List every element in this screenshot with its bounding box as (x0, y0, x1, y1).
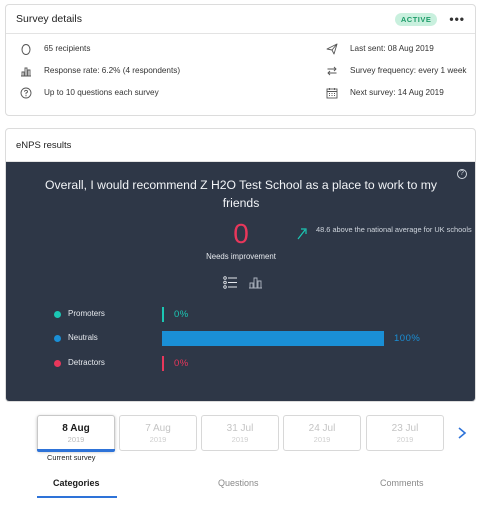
question-circle-icon (20, 87, 32, 98)
response-rate-row: Response rate: 6.2% (4 respondents) (20, 65, 180, 76)
survey-tile-1[interactable]: 8 Aug 2019 (37, 415, 115, 451)
current-survey-label: Current survey (47, 453, 96, 462)
enps-results-card: eNPS results ? Overall, I would recommen… (5, 128, 476, 402)
survey-tile-year: 2019 (149, 435, 167, 444)
status-badge: ACTIVE (394, 12, 438, 26)
repeat-icon (327, 66, 337, 75)
frequency-row: Survey frequency: every 1 week (326, 65, 467, 76)
person-icon (21, 43, 31, 55)
promoters-label: Promoters (68, 309, 105, 318)
survey-tile-2[interactable]: 7 Aug 2019 (119, 415, 197, 451)
neutrals-value: 100% (394, 333, 421, 344)
survey-tile-date: 8 Aug (62, 423, 90, 434)
detractors-label: Detractors (68, 358, 105, 367)
tab-comments[interactable]: Comments (380, 478, 424, 488)
promoters-dot (54, 311, 61, 318)
survey-details-card: Survey details ACTIVE ••• 65 recipients … (5, 4, 476, 116)
trend-up-icon (297, 228, 307, 240)
calendar-icon (326, 87, 338, 98)
view-toggle (223, 276, 263, 289)
chevron-right-icon[interactable] (456, 426, 468, 440)
national-comparison: 48.6 above the national average for UK s… (296, 225, 475, 240)
enps-results-title: eNPS results (6, 129, 475, 162)
survey-tile-4[interactable]: 24 Jul 2019 (283, 415, 361, 451)
comparison-text: 48.6 above the national average for UK s… (316, 225, 472, 234)
survey-tile-date: 31 Jul (226, 423, 254, 434)
response-rate-text: Response rate: 6.2% (4 respondents) (44, 66, 181, 75)
last-sent-row: Last sent: 08 Aug 2019 (326, 43, 467, 54)
chart-view-icon[interactable] (248, 276, 263, 289)
survey-info-right: Last sent: 08 Aug 2019 Survey frequency:… (326, 43, 467, 98)
last-sent-text: Last sent: 08 Aug 2019 (350, 44, 434, 53)
more-options-button[interactable]: ••• (449, 12, 465, 26)
neutrals-bar (162, 331, 384, 346)
enps-score: 0 (233, 218, 249, 249)
survey-tile-year: 2019 (313, 435, 331, 444)
survey-tile-year: 2019 (396, 435, 414, 444)
survey-details-header: Survey details ACTIVE ••• (6, 5, 475, 34)
detractors-dot (54, 360, 61, 367)
survey-details-title: Survey details (16, 13, 82, 25)
recipients-text: 65 recipients (44, 44, 91, 53)
survey-tile-year: 2019 (231, 435, 249, 444)
questions-text: Up to 10 questions each survey (44, 88, 159, 97)
survey-tile-3[interactable]: 31 Jul 2019 (201, 415, 279, 451)
neutrals-label: Neutrals (68, 333, 98, 342)
breakdown-promoters: Promoters 0% (54, 307, 454, 322)
next-survey-text: Next survey: 14 Aug 2019 (350, 88, 444, 97)
help-icon[interactable]: ? (457, 169, 467, 179)
tab-categories[interactable]: Categories (53, 478, 100, 488)
enps-headline: Overall, I would recommend Z H2O Test Sc… (45, 178, 437, 210)
survey-tile-5[interactable]: 23 Jul 2019 (366, 415, 444, 451)
survey-tile-date: 24 Jul (308, 423, 336, 434)
next-survey-row: Next survey: 14 Aug 2019 (326, 87, 467, 98)
enps-panel: ? Overall, I would recommend Z H2O Test … (6, 162, 475, 401)
detractors-bar (162, 356, 164, 371)
survey-tile-date: 23 Jul (391, 423, 419, 434)
list-view-icon[interactable] (223, 276, 238, 289)
questions-row: Up to 10 questions each survey (20, 87, 180, 98)
tab-questions[interactable]: Questions (218, 478, 259, 488)
active-tab-underline (37, 496, 117, 498)
send-icon (326, 43, 338, 54)
neutrals-dot (54, 335, 61, 342)
frequency-text: Survey frequency: every 1 week (350, 66, 467, 75)
survey-tile-year: 2019 (67, 435, 85, 444)
enps-score-label: Needs improvement (206, 252, 276, 261)
promoters-bar (162, 307, 164, 322)
breakdown-neutrals: Neutrals 100% (54, 331, 454, 346)
bar-chart-icon (21, 67, 31, 76)
breakdown-detractors: Detractors 0% (54, 356, 454, 371)
recipients-row: 65 recipients (20, 43, 180, 55)
active-survey-indicator (37, 449, 115, 452)
promoters-value: 0% (174, 309, 189, 320)
survey-info-left: 65 recipients Response rate: 6.2% (4 res… (20, 43, 180, 98)
survey-tile-date: 7 Aug (145, 423, 171, 434)
detractors-value: 0% (174, 358, 189, 369)
